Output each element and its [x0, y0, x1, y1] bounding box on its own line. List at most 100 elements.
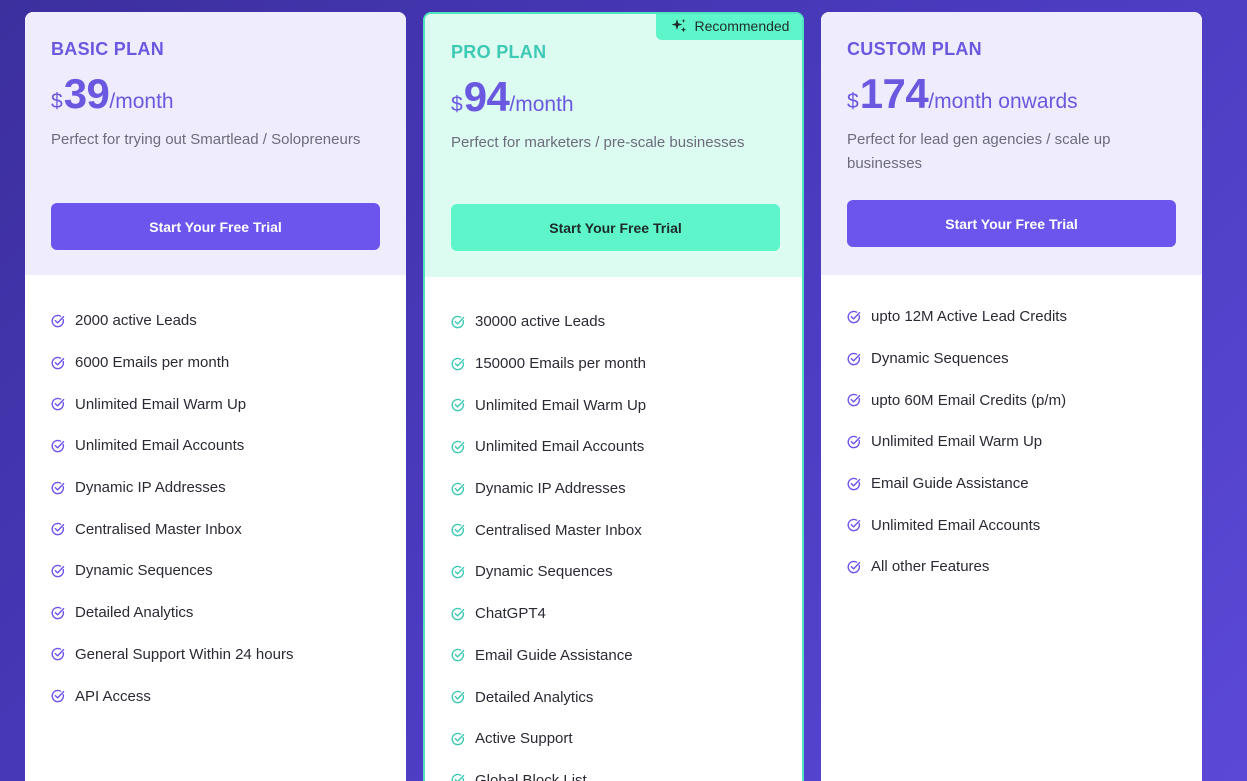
check-circle-icon: [51, 606, 65, 619]
check-circle-icon: [451, 649, 465, 662]
plan-tagline: Perfect for trying out Smartlead / Solop…: [51, 131, 361, 148]
check-circle-icon: [51, 481, 65, 494]
check-circle-icon: [847, 310, 861, 324]
feature-item: Centralised Master Inbox: [51, 508, 380, 550]
feature-item: Unlimited Email Warm Up: [51, 383, 380, 425]
feature-item: Dynamic IP Addresses: [451, 468, 776, 510]
feature-item: Dynamic Sequences: [847, 338, 1176, 380]
feature-label: upto 60M Email Credits (p/m): [871, 391, 1067, 409]
check-circle-icon: [51, 356, 65, 369]
check-circle-icon: [451, 607, 465, 620]
feature-label: 30000 active Leads: [475, 313, 606, 331]
basic-plan-card: BASIC PLAN $ 39 /month Perfect for tryin…: [25, 12, 406, 781]
price-period: /month: [509, 93, 574, 116]
feature-label: Unlimited Email Accounts: [475, 438, 645, 456]
feature-label: ChatGPT4: [475, 605, 546, 623]
check-circle-icon: [847, 477, 861, 490]
check-circle-icon: [451, 774, 465, 781]
feature-item: ChatGPT4: [451, 593, 776, 635]
feature-label: Detailed Analytics: [475, 688, 594, 706]
feature-label: upto 12M Active Lead Credits: [871, 308, 1067, 326]
custom-plan-card: CUSTOM PLAN $ 174 /month onwards Perfect…: [821, 12, 1202, 781]
feature-label: All other Features: [871, 558, 990, 576]
check-circle-icon: [451, 690, 465, 704]
check-circle-icon: [451, 440, 465, 454]
check-circle-icon: [847, 352, 861, 365]
feature-label: Unlimited Email Accounts: [75, 437, 245, 455]
feature-label: Global Block List: [475, 771, 587, 781]
feature-label: Centralised Master Inbox: [475, 521, 642, 539]
price: $ 174 /month onwards: [847, 70, 1176, 118]
check-circle-icon: [51, 439, 65, 453]
feature-label: Unlimited Email Warm Up: [75, 395, 247, 413]
feature-item: Email Guide Assistance: [847, 463, 1176, 505]
feature-list: upto 12M Active Lead Credits Dynamic Sequ…: [821, 275, 1202, 588]
feature-item: Global Block List: [451, 760, 776, 781]
feature-item: 6000 Emails per month: [51, 342, 380, 384]
check-circle-icon: [51, 689, 65, 703]
check-circle-icon: [51, 398, 65, 411]
feature-label: API Access: [75, 687, 151, 705]
check-circle-icon: [51, 314, 65, 328]
price-amount: 174: [859, 70, 929, 117]
feature-item: Unlimited Email Accounts: [847, 504, 1176, 546]
plan-name: PRO PLAN: [451, 42, 547, 62]
feature-label: Active Support: [475, 730, 573, 748]
check-circle-icon: [451, 565, 465, 579]
price-currency: $: [451, 93, 463, 116]
feature-label: Unlimited Email Accounts: [871, 516, 1041, 534]
feature-item: Detailed Analytics: [451, 676, 776, 718]
feature-item: Unlimited Email Warm Up: [847, 421, 1176, 463]
feature-label: General Support Within 24 hours: [75, 645, 294, 663]
feature-item: API Access: [51, 675, 380, 717]
check-circle-icon: [451, 482, 465, 495]
feature-label: 6000 Emails per month: [75, 354, 230, 372]
price-amount: 94: [463, 73, 510, 120]
feature-label: Dynamic IP Addresses: [75, 479, 226, 497]
pro-plan-header: Recommended PRO PLAN $ 94 /month Perfect…: [425, 14, 802, 277]
start-free-trial-button[interactable]: Start Your Free Trial: [51, 203, 380, 250]
sparkle-icon: [671, 19, 686, 33]
feature-item: Detailed Analytics: [51, 592, 380, 634]
basic-plan-header: BASIC PLAN $ 39 /month Perfect for tryin…: [25, 12, 406, 275]
check-circle-icon: [451, 732, 465, 746]
price-amount: 39: [63, 70, 110, 117]
feature-item: upto 12M Active Lead Credits: [847, 296, 1176, 338]
price-period: /month: [109, 90, 174, 113]
pro-plan-card: Recommended PRO PLAN $ 94 /month Perfect…: [423, 12, 804, 781]
plan-name: CUSTOM PLAN: [847, 39, 982, 59]
feature-label: Dynamic Sequences: [75, 562, 213, 580]
recommended-badge: Recommended: [656, 14, 802, 40]
check-circle-icon: [451, 315, 465, 329]
feature-item: Email Guide Assistance: [451, 635, 776, 677]
feature-item: Unlimited Email Warm Up: [451, 384, 776, 426]
check-circle-icon: [847, 435, 861, 449]
check-circle-icon: [51, 564, 65, 578]
badge-label: Recommended: [694, 18, 790, 34]
start-free-trial-button[interactable]: Start Your Free Trial: [451, 204, 780, 251]
feature-item: Active Support: [451, 718, 776, 760]
check-circle-icon: [51, 523, 65, 536]
feature-label: Unlimited Email Warm Up: [475, 396, 647, 414]
custom-plan-header: CUSTOM PLAN $ 174 /month onwards Perfect…: [821, 12, 1202, 275]
feature-label: Email Guide Assistance: [871, 475, 1029, 493]
feature-item: Unlimited Email Accounts: [51, 425, 380, 467]
feature-label: 2000 active Leads: [75, 312, 197, 330]
check-circle-icon: [847, 394, 861, 407]
price-currency: $: [51, 90, 63, 113]
price: $ 39 /month: [51, 70, 380, 118]
plan-tagline: Perfect for marketers / pre-scale busine…: [451, 134, 745, 151]
feature-item: 2000 active Leads: [51, 300, 380, 342]
feature-label: Dynamic IP Addresses: [475, 480, 626, 498]
feature-item: General Support Within 24 hours: [51, 634, 380, 676]
feature-label: Unlimited Email Warm Up: [871, 433, 1043, 451]
check-circle-icon: [451, 399, 465, 412]
plan-name: BASIC PLAN: [51, 39, 165, 59]
feature-item: Unlimited Email Accounts: [451, 426, 776, 468]
feature-label: Centralised Master Inbox: [75, 520, 242, 538]
feature-list: 30000 active Leads 150000 Emails per mont…: [425, 277, 802, 781]
check-circle-icon: [451, 524, 465, 537]
plan-tagline: Perfect for lead gen agencies / scale up…: [847, 131, 1111, 172]
feature-item: 150000 Emails per month: [451, 343, 776, 385]
start-free-trial-button[interactable]: Start Your Free Trial: [847, 200, 1176, 247]
